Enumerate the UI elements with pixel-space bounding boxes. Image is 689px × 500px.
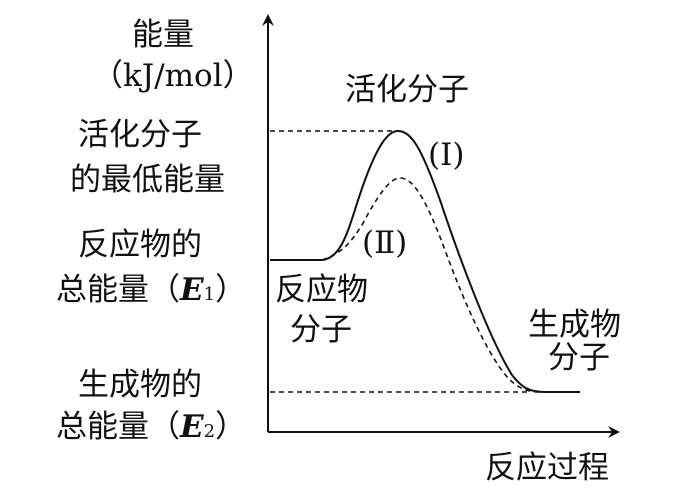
x-axis-label: 反应过程 bbox=[485, 450, 609, 486]
reactant-total-label-2: 总能量（E1） bbox=[56, 272, 246, 308]
reactant-total-label-1: 反应物的 bbox=[78, 227, 202, 263]
product-molecules-label-2: 分子 bbox=[548, 340, 610, 376]
min-energy-label-2: 的最低能量 bbox=[70, 162, 225, 198]
product-molecules-label-1: 生成物 bbox=[528, 307, 621, 343]
y-axis-unit: （kJ/mol） bbox=[92, 58, 254, 94]
reactant-molecules-label-2: 分子 bbox=[290, 312, 352, 348]
product-total-label-1: 生成物的 bbox=[78, 367, 202, 403]
activated-molecules-label: 活化分子 bbox=[345, 72, 469, 108]
curve-1-label: (Ⅰ) bbox=[428, 137, 464, 173]
min-energy-label-1: 活化分子 bbox=[78, 117, 202, 153]
y-axis-label: 能量 bbox=[132, 17, 194, 53]
product-total-label-2: 总能量（E2） bbox=[56, 409, 246, 445]
reactant-molecules-label-1: 反应物 bbox=[275, 272, 368, 308]
curve-2-label: (Ⅱ) bbox=[362, 225, 407, 261]
curve-2-dashed bbox=[321, 177, 541, 393]
curve-1-solid bbox=[270, 129, 580, 393]
